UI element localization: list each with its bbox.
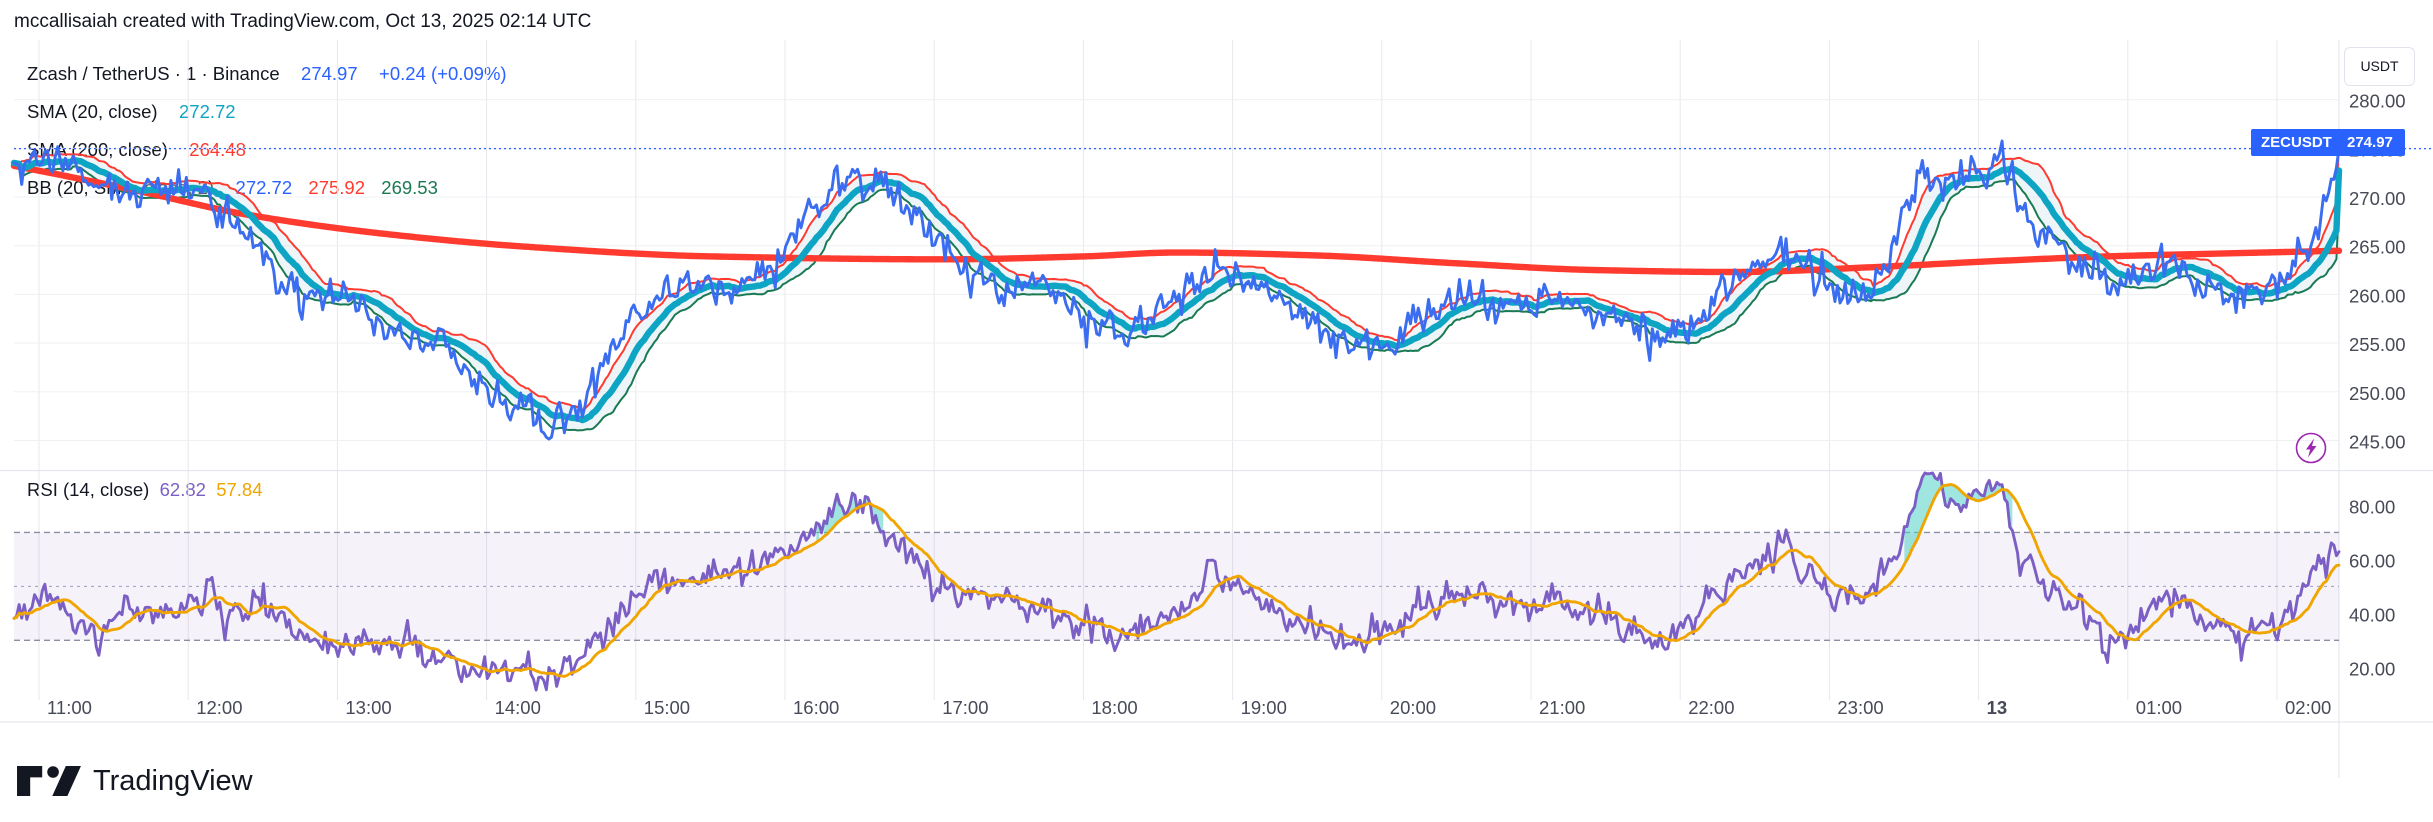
svg-text:13: 13: [1987, 697, 2008, 718]
svg-text:60.00: 60.00: [2349, 550, 2395, 571]
svg-text:40.00: 40.00: [2349, 604, 2395, 625]
svg-text:250.00: 250.00: [2349, 383, 2406, 404]
svg-text:13:00: 13:00: [345, 697, 391, 718]
svg-text:11:00: 11:00: [47, 697, 92, 718]
svg-text:20.00: 20.00: [2349, 658, 2395, 679]
svg-text:02:00: 02:00: [2285, 697, 2331, 718]
svg-text:17:00: 17:00: [942, 697, 988, 718]
svg-text:280.00: 280.00: [2349, 91, 2406, 112]
svg-text:01:00: 01:00: [2136, 697, 2182, 718]
svg-text:265.00: 265.00: [2349, 237, 2406, 258]
svg-text:245.00: 245.00: [2349, 432, 2406, 453]
svg-text:255.00: 255.00: [2349, 334, 2406, 355]
svg-text:23:00: 23:00: [1837, 697, 1883, 718]
svg-text:22:00: 22:00: [1688, 697, 1734, 718]
svg-text:260.00: 260.00: [2349, 285, 2406, 306]
svg-text:20:00: 20:00: [1390, 697, 1436, 718]
svg-text:21:00: 21:00: [1539, 697, 1585, 718]
svg-text:270.00: 270.00: [2349, 188, 2406, 209]
svg-text:15:00: 15:00: [644, 697, 690, 718]
svg-text:14:00: 14:00: [495, 697, 541, 718]
svg-text:80.00: 80.00: [2349, 496, 2395, 517]
svg-text:19:00: 19:00: [1241, 697, 1287, 718]
svg-text:12:00: 12:00: [196, 697, 242, 718]
svg-text:18:00: 18:00: [1091, 697, 1137, 718]
svg-text:16:00: 16:00: [793, 697, 839, 718]
